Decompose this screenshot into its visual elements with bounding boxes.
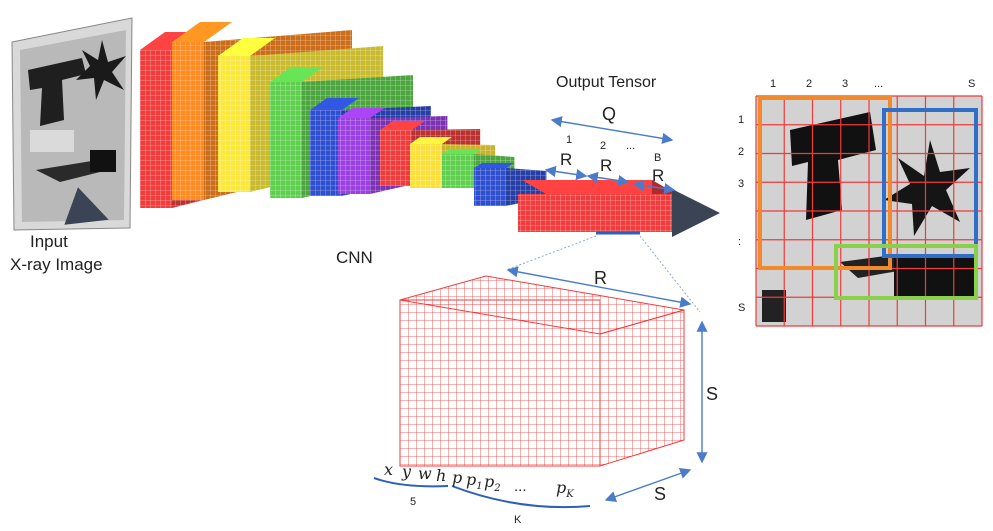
input-label-line1: Input xyxy=(30,232,68,251)
input-arrow xyxy=(64,187,109,225)
grid-row-label: : xyxy=(738,236,742,248)
count-5-label: 5 xyxy=(410,496,417,508)
vec-pk: pK xyxy=(556,478,574,501)
tensor-q-label: Q xyxy=(602,104,617,124)
grid-col-label: ... xyxy=(874,78,884,90)
vec-p: p xyxy=(452,468,463,487)
grid-col-label: 2 xyxy=(806,78,813,90)
grid-row-label: 2 xyxy=(738,146,745,158)
vec-p2: p2 xyxy=(484,472,501,495)
grid-shuriken-shape xyxy=(884,140,970,236)
r-arrow-1 xyxy=(544,165,588,181)
zoom-line-left xyxy=(505,235,597,271)
brace-k xyxy=(451,485,591,509)
cube-r-label: R xyxy=(594,268,607,288)
brace-5 xyxy=(373,477,449,488)
r-arrow-b xyxy=(632,179,676,195)
input-xray-image xyxy=(11,17,133,231)
vec-y: y xyxy=(402,462,412,481)
cube-s-label-right: S xyxy=(706,384,719,404)
bbox-pistol xyxy=(758,96,892,270)
r-arrow-2 xyxy=(586,171,630,187)
bbox-knife xyxy=(834,244,978,300)
pistol-shape xyxy=(28,58,86,126)
tensor-title: Output Tensor xyxy=(556,74,657,91)
vec-pk-sub: K xyxy=(566,489,574,501)
vec-w: w xyxy=(418,464,432,483)
grid-row-label: S xyxy=(738,302,746,314)
vec-p1: p1 xyxy=(466,470,483,493)
cnn-layers xyxy=(140,22,547,208)
cnn-label: CNN xyxy=(336,248,373,267)
vec-p1-sub: 1 xyxy=(476,481,483,493)
output-tensor-bar xyxy=(518,180,676,235)
shuriken-shape xyxy=(76,40,126,100)
cube-s-arrow-diagonal xyxy=(604,468,692,502)
vec-h: h xyxy=(436,466,447,485)
grid-col-label: S xyxy=(968,78,976,90)
grid-pistol-shape xyxy=(790,112,876,220)
cube-r-arrow xyxy=(506,266,692,308)
input-label-line2: X-ray Image xyxy=(10,255,103,274)
grid-col-label: 3 xyxy=(842,78,849,90)
tensor-r-label-2: R xyxy=(600,156,613,175)
tensor-index-b: B xyxy=(654,152,662,164)
grid-row-label: 1 xyxy=(738,114,745,126)
tensor-index-1: 1 xyxy=(566,134,573,146)
vec-x: x xyxy=(384,460,394,479)
knife-shape xyxy=(36,160,100,182)
q-arrow xyxy=(550,116,674,144)
tensor-index-2: 2 xyxy=(600,140,607,152)
tensor-r-label-1: R xyxy=(560,150,573,169)
vec-dots: ... xyxy=(514,478,527,495)
count-k-label: K xyxy=(514,514,522,526)
detection-grid-image xyxy=(755,95,983,327)
vec-p2-sub: 2 xyxy=(494,483,501,495)
tensor-r-label-b: R xyxy=(652,166,665,185)
cube-s-label-bottom: S xyxy=(654,484,667,504)
bbox-shuriken xyxy=(882,108,978,258)
cell-vector-cube xyxy=(399,275,685,467)
grid-col-label: 1 xyxy=(770,78,777,90)
tensor-index-dots: ... xyxy=(626,140,636,152)
grid-row-label: 3 xyxy=(738,178,745,190)
